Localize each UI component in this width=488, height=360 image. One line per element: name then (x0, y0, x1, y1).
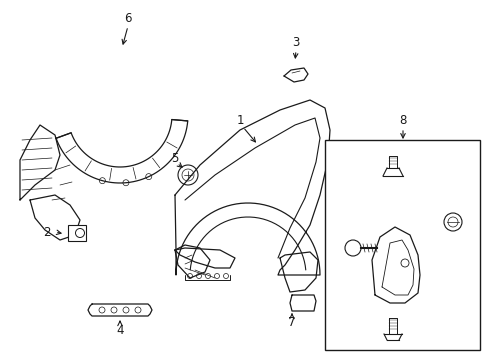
Text: 7: 7 (287, 315, 295, 328)
Text: 6: 6 (124, 12, 131, 24)
Bar (68, 225, 86, 241)
Text: 1: 1 (236, 113, 243, 126)
Text: 8: 8 (399, 113, 406, 126)
Text: 5: 5 (171, 152, 178, 165)
Text: 3: 3 (292, 36, 299, 49)
Text: 4: 4 (116, 324, 123, 337)
Text: 2: 2 (43, 225, 51, 238)
Bar (325, 140, 479, 350)
